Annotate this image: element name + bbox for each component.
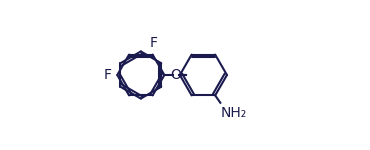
Text: F: F — [149, 36, 157, 50]
Text: NH₂: NH₂ — [221, 106, 247, 120]
Text: O: O — [171, 68, 182, 82]
Text: F: F — [103, 68, 111, 82]
